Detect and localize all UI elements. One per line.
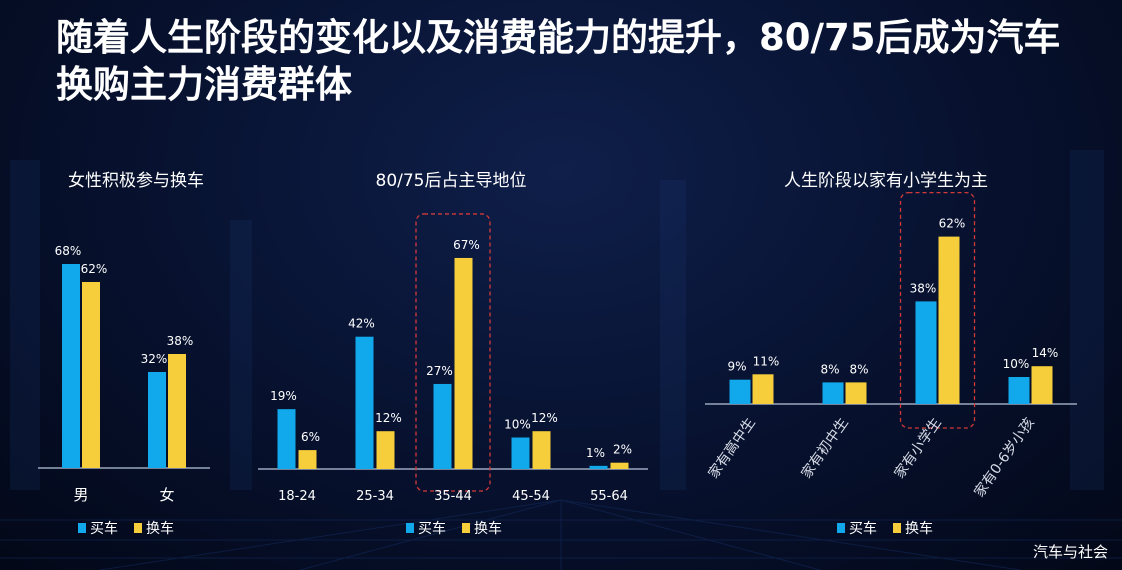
legend-label: 换车 [905, 520, 933, 537]
legend: 买车 换车 [837, 520, 933, 537]
data-label: 10% [1003, 357, 1030, 371]
legend-label: 买车 [849, 520, 877, 537]
bar-replace [376, 431, 395, 469]
category-label: 家有高中生 [705, 415, 759, 482]
legend: 买车 换车 [78, 520, 174, 537]
bar-replace [610, 462, 629, 469]
bar-buy [729, 379, 751, 404]
legend-swatch-buy [837, 523, 845, 533]
bar-replace [532, 431, 551, 469]
bar-replace [752, 374, 774, 404]
bar-buy [1008, 377, 1030, 404]
category-label: 家有初中生 [798, 415, 852, 482]
legend-label: 买车 [90, 520, 118, 537]
data-label: 67% [453, 238, 480, 252]
bar-replace [1031, 366, 1053, 404]
chart-3: 人生阶段以家有小学生为主 9% 11% 家有高中生 8% 8% 家有初中生 38% 62% 家有小… [705, 171, 1077, 537]
legend-label: 买车 [418, 520, 446, 537]
data-label: 38% [910, 281, 937, 295]
data-label: 2% [613, 443, 632, 457]
bar-buy [277, 409, 296, 469]
chart-2: 80/75后占主导地位 19% 6% 18-24 42% 12% 25-34 27% 67% 35… [258, 171, 648, 537]
chart-title: 80/75后占主导地位 [376, 171, 527, 191]
bar-replace [168, 354, 186, 468]
category-label: 35-44 [434, 489, 472, 504]
legend-label: 换车 [474, 520, 502, 537]
legend-label: 换车 [146, 520, 174, 537]
data-label: 68% [55, 244, 82, 258]
bar-replace [298, 450, 317, 469]
bar-buy [148, 372, 166, 468]
data-label: 14% [1032, 346, 1059, 360]
data-label: 19% [270, 389, 297, 403]
bar-buy [433, 383, 452, 469]
category-label: 男 [73, 486, 88, 504]
data-label: 8% [820, 362, 839, 376]
bar-replace [845, 382, 867, 404]
chart-1: 女性积极参与换车 68% 62% 男 32% 38% 女买车 换车 [38, 171, 210, 537]
category-label: 45-54 [512, 489, 550, 504]
category-label: 18-24 [278, 489, 316, 504]
legend-swatch-replace [462, 523, 470, 533]
legend-swatch-buy [406, 523, 414, 533]
bar-buy [915, 301, 937, 404]
category-label: 女 [159, 486, 174, 504]
chart-title: 女性积极参与换车 [68, 171, 204, 191]
highlight-box [415, 213, 491, 492]
bar-buy [355, 336, 374, 469]
legend: 买车 换车 [406, 520, 502, 537]
legend-swatch-buy [78, 523, 86, 533]
bar-replace [82, 282, 100, 468]
highlight-box [899, 191, 976, 429]
bar-replace [938, 236, 960, 404]
data-label: 32% [141, 352, 168, 366]
bar-buy [822, 382, 844, 404]
data-label: 42% [348, 317, 375, 331]
bar-buy [589, 465, 608, 469]
chart-title: 人生阶段以家有小学生为主 [784, 171, 988, 191]
data-label: 9% [727, 360, 746, 374]
data-label: 62% [939, 217, 966, 231]
category-label: 家有小学生 [891, 415, 945, 482]
page-title: 随着人生阶段的变化以及消费能力的提升，80/75后成为汽车换购主力消费群体 [56, 16, 1061, 106]
data-label: 8% [849, 362, 868, 376]
category-label: 家有0-6岁小孩 [971, 415, 1038, 501]
data-label: 10% [504, 418, 531, 432]
data-label: 38% [167, 334, 194, 348]
category-label: 55-64 [590, 489, 628, 504]
data-label: 27% [426, 364, 453, 378]
bar-replace [454, 257, 473, 469]
data-label: 12% [531, 411, 558, 425]
category-label: 25-34 [356, 489, 394, 504]
legend-swatch-replace [893, 523, 901, 533]
bar-buy [62, 264, 80, 468]
data-label: 1% [586, 446, 605, 460]
legend-swatch-replace [134, 523, 142, 533]
watermark: 汽车与社会 [1032, 543, 1108, 561]
data-label: 6% [301, 430, 320, 444]
bar-buy [511, 437, 530, 469]
data-label: 62% [81, 262, 108, 276]
data-label: 12% [375, 411, 402, 425]
data-label: 11% [753, 354, 780, 368]
